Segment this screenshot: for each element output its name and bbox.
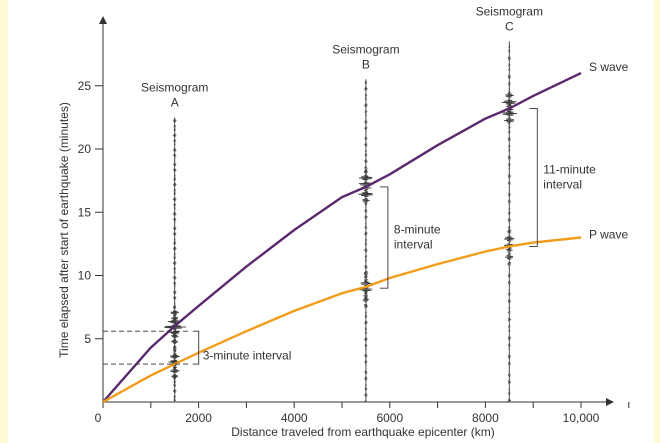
y-tick-label: 10 bbox=[78, 269, 92, 283]
axes: 0 2000 4000 6000 8000 10,000 5 10 15 20 25 bbox=[78, 16, 630, 425]
x-axis-arrow bbox=[606, 398, 614, 406]
seismogram-trace-c bbox=[501, 41, 518, 403]
y-tick-label: 5 bbox=[84, 332, 91, 346]
interval-bracket bbox=[379, 186, 389, 289]
p-wave-label: P wave bbox=[589, 228, 628, 242]
interval-label: 3-minute interval bbox=[203, 349, 292, 363]
x-tick-label: 0 bbox=[95, 411, 102, 425]
interval-label: interval bbox=[543, 177, 582, 191]
y-tick-label: 15 bbox=[78, 205, 92, 219]
p-wave-line bbox=[102, 236, 582, 404]
travel-time-chart: 0 2000 4000 6000 8000 10,000 5 10 15 20 25 Seismog… bbox=[57, 4, 630, 439]
interval-label: 11-minute bbox=[543, 162, 596, 176]
interval-bracket bbox=[192, 330, 200, 365]
x-tick-label: 4000 bbox=[281, 411, 308, 425]
x-tick-label: 10,000 bbox=[563, 411, 600, 425]
x-tick-label: 8000 bbox=[472, 411, 499, 425]
y-tick-label: 20 bbox=[78, 142, 92, 156]
interval-label: 8-minute bbox=[394, 223, 441, 237]
y-tick-label: 25 bbox=[78, 79, 92, 93]
seismogram-label: Seismogram bbox=[141, 80, 208, 94]
seismogram-letter: C bbox=[505, 19, 514, 33]
series-lines: S wave P wave bbox=[102, 60, 629, 404]
x-tick-label: 6000 bbox=[376, 411, 403, 425]
s-wave-label: S wave bbox=[589, 60, 629, 74]
annotations: 3-minute interval8-minuteinterval11-minu… bbox=[103, 108, 596, 365]
seismogram-label: Seismogram bbox=[476, 4, 543, 18]
seismogram-letter: A bbox=[171, 95, 179, 109]
seismogram-label: Seismogram bbox=[332, 42, 399, 56]
s-wave-line bbox=[102, 72, 582, 403]
seismogram-trace-b bbox=[358, 79, 374, 403]
x-axis-label: Distance traveled from earthquake epicen… bbox=[231, 425, 494, 439]
interval-label: interval bbox=[394, 238, 433, 252]
chart-panel: 0 2000 4000 6000 8000 10,000 5 10 15 20 25 Seismog… bbox=[8, 0, 654, 443]
x-tick-label: 2000 bbox=[185, 411, 212, 425]
seismogram-trace-a bbox=[164, 117, 187, 403]
y-axis-arrow bbox=[99, 16, 107, 24]
seismogram-letter: B bbox=[362, 57, 370, 71]
y-axis-label: Time elapsed after start of earthquake (… bbox=[57, 102, 71, 358]
interval-bracket bbox=[529, 108, 538, 247]
